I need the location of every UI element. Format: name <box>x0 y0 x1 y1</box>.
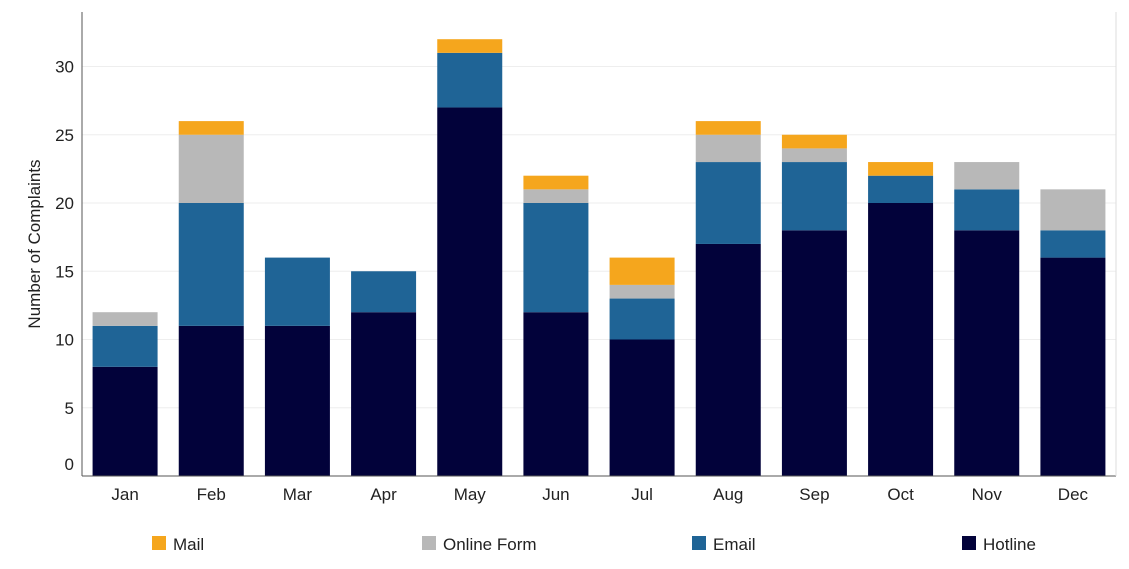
legend-label-hotline: Hotline <box>983 535 1036 554</box>
bar-apr-email <box>351 271 417 313</box>
y-tick-label-0: 0 <box>65 455 74 474</box>
x-tick-label-oct: Oct <box>887 485 914 504</box>
bar-jun-hotline <box>523 312 589 476</box>
x-tick-label-may: May <box>454 485 487 504</box>
bar-jul-hotline <box>609 339 675 476</box>
bar-jun-online-form <box>523 189 589 203</box>
bar-oct-hotline <box>868 203 934 476</box>
legend-swatch-email <box>692 536 706 550</box>
bar-aug-email <box>695 162 761 244</box>
bar-jul-online-form <box>609 284 675 299</box>
y-tick-label-15: 15 <box>55 262 74 281</box>
bar-dec-hotline <box>1040 257 1106 476</box>
bar-aug-mail <box>695 121 761 135</box>
x-tick-label-jan: Jan <box>111 485 138 504</box>
legend: Mail Online Form Email Hotline <box>152 535 1036 554</box>
x-tick-label-feb: Feb <box>197 485 226 504</box>
y-tick-label-5: 5 <box>65 399 74 418</box>
legend-swatch-hotline <box>962 536 976 550</box>
bar-aug-hotline <box>695 243 761 476</box>
x-tick-label-apr: Apr <box>370 485 397 504</box>
bar-may-hotline <box>437 107 503 476</box>
bars <box>92 39 1106 476</box>
bar-jul-mail <box>609 257 675 285</box>
bar-sep-email <box>781 162 847 231</box>
bar-sep-online-form <box>781 148 847 163</box>
bar-dec-email <box>1040 230 1106 258</box>
x-tick-label-dec: Dec <box>1058 485 1089 504</box>
bar-nov-online-form <box>954 162 1020 190</box>
axes <box>81 12 1117 477</box>
bar-apr-hotline <box>351 312 417 476</box>
x-tick-label-nov: Nov <box>972 485 1003 504</box>
bar-jul-email <box>609 298 675 340</box>
bar-mar-email <box>264 257 330 326</box>
bar-jun-email <box>523 203 589 313</box>
bar-mar-hotline <box>264 325 330 476</box>
x-tick-label-mar: Mar <box>283 485 313 504</box>
bar-jan-online-form <box>92 312 158 326</box>
y-tick-label-20: 20 <box>55 194 74 213</box>
bar-feb-online-form <box>178 134 244 203</box>
bar-sep-hotline <box>781 230 847 476</box>
bar-dec-online-form <box>1040 189 1106 231</box>
bar-nov-hotline <box>954 230 1020 476</box>
y-tick-labels: 0 5 10 15 20 25 30 <box>55 58 74 475</box>
legend-label-online-form: Online Form <box>443 535 537 554</box>
legend-swatch-online-form <box>422 536 436 550</box>
bar-feb-mail <box>178 121 244 135</box>
bar-aug-online-form <box>695 134 761 163</box>
bar-jun-mail <box>523 175 589 190</box>
gridlines <box>82 66 1116 409</box>
x-tick-labels: Jan Feb Mar Apr May Jun Jul Aug Sep Oct Nov Dec <box>111 485 1088 504</box>
x-tick-label-jun: Jun <box>542 485 569 504</box>
legend-label-email: Email <box>713 535 756 554</box>
y-tick-label-30: 30 <box>55 58 74 77</box>
bar-feb-hotline <box>178 325 244 476</box>
bar-oct-email <box>868 175 934 203</box>
bar-feb-email <box>178 203 244 326</box>
legend-label-mail: Mail <box>173 535 204 554</box>
bar-may-mail <box>437 39 503 53</box>
bar-may-email <box>437 52 503 108</box>
y-tick-label-10: 10 <box>55 331 74 350</box>
x-tick-label-jul: Jul <box>631 485 653 504</box>
x-tick-label-aug: Aug <box>713 485 743 504</box>
bar-nov-email <box>954 189 1020 231</box>
x-tick-label-sep: Sep <box>799 485 829 504</box>
bar-oct-mail <box>868 162 934 176</box>
bar-jan-hotline <box>92 366 158 476</box>
y-tick-label-25: 25 <box>55 126 74 145</box>
bar-sep-mail <box>781 134 847 149</box>
y-axis-title: Number of Complaints <box>25 159 44 328</box>
legend-swatch-mail <box>152 536 166 550</box>
bar-jan-email <box>92 325 158 367</box>
